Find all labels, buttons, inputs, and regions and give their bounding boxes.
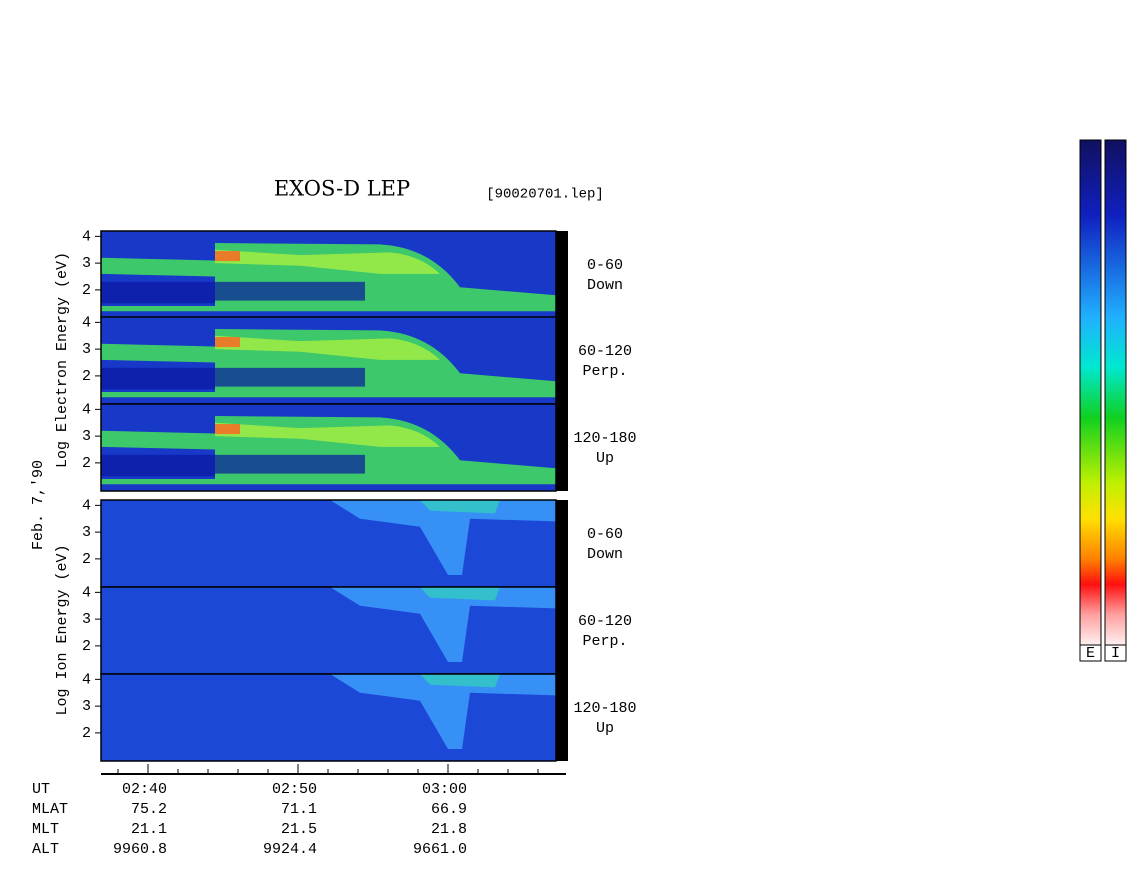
panel-frame xyxy=(100,673,557,762)
y-tick-label: 2 xyxy=(82,638,91,655)
spectrogram xyxy=(215,337,240,348)
spectrogram xyxy=(330,674,556,749)
ephemeris-value: 21.5 xyxy=(281,821,317,838)
spectrogram xyxy=(215,281,365,301)
spectrogram xyxy=(420,587,500,601)
pitch-angle-label: 120-180 xyxy=(573,700,636,717)
ephemeris-name: MLT xyxy=(32,821,59,838)
y-tick-label: 2 xyxy=(82,725,91,742)
spectrogram xyxy=(330,500,556,575)
colorbar xyxy=(1104,139,1127,646)
spectrogram xyxy=(101,416,556,485)
spectrogram xyxy=(330,587,556,662)
date-label: Feb. 7,'90 xyxy=(30,460,47,550)
ephemeris-value: 9924.4 xyxy=(263,841,317,858)
direction-label: Up xyxy=(596,450,614,467)
ephemeris-value: 9960.8 xyxy=(113,841,167,858)
panel-frame xyxy=(100,403,557,492)
y-label: Log Electron Energy (eV) xyxy=(54,252,71,468)
y-tick-label: 4 xyxy=(82,584,91,601)
spectrogram xyxy=(101,243,556,312)
y-tick-label: 3 xyxy=(82,524,91,541)
direction-label: Down xyxy=(587,277,623,294)
ephemeris-value: 21.1 xyxy=(131,821,167,838)
y-tick-label: 4 xyxy=(82,314,91,331)
spectrogram xyxy=(420,674,500,688)
spectrogram-edge xyxy=(556,404,568,491)
spectrogram-edge xyxy=(556,317,568,404)
ephemeris-value: 71.1 xyxy=(281,801,317,818)
spectrogram xyxy=(215,454,365,474)
x-tick-label: 02:40 xyxy=(122,781,167,798)
spectrogram xyxy=(215,335,440,360)
spectrogram-edge xyxy=(556,674,568,761)
y-tick-label: 3 xyxy=(82,698,91,715)
spectrogram xyxy=(101,281,215,304)
spectrogram-edge xyxy=(556,587,568,674)
spectrogram xyxy=(101,454,215,477)
file-label: [90020701.lep] xyxy=(486,187,604,203)
pitch-angle-label: 120-180 xyxy=(573,430,636,447)
x-tick-label: 03:00 xyxy=(422,781,467,798)
pitch-angle-label: 0-60 xyxy=(587,257,623,274)
y-tick-label: 4 xyxy=(82,401,91,418)
y-label: Log Ion Energy (eV) xyxy=(54,544,71,715)
y-tick-label: 4 xyxy=(82,497,91,514)
ephemeris-name: ALT xyxy=(32,841,59,858)
y-tick-label: 3 xyxy=(82,428,91,445)
y-tick-label: 2 xyxy=(82,282,91,299)
ephemeris-value: 66.9 xyxy=(431,801,467,818)
direction-label: Down xyxy=(587,546,623,563)
direction-label: Perp. xyxy=(582,363,627,380)
ephemeris-value: 21.8 xyxy=(431,821,467,838)
colorbar-label-box xyxy=(1104,644,1127,662)
y-tick-label: 2 xyxy=(82,551,91,568)
spectrogram xyxy=(215,367,365,387)
direction-label: Up xyxy=(596,720,614,737)
spectrogram xyxy=(215,422,440,447)
ephemeris-value: 9661.0 xyxy=(413,841,467,858)
title: EXOS-D LEP xyxy=(274,177,410,201)
colorbar-label: I xyxy=(1111,645,1120,662)
spectrogram xyxy=(420,500,500,514)
y-tick-label: 4 xyxy=(82,671,91,688)
ephemeris-name: MLAT xyxy=(32,801,68,818)
x-tick-label: 02:50 xyxy=(272,781,317,798)
spectrogram xyxy=(215,424,240,435)
y-tick-label: 3 xyxy=(82,255,91,272)
direction-label: Perp. xyxy=(582,633,627,650)
y-tick-label: 3 xyxy=(82,611,91,628)
spectrogram xyxy=(101,367,215,390)
y-tick-label: 3 xyxy=(82,341,91,358)
spectrogram-edge xyxy=(556,231,568,318)
spectrogram xyxy=(215,249,440,274)
spectrogram xyxy=(215,251,240,262)
pitch-angle-label: 60-120 xyxy=(578,613,632,630)
ephemeris-name: UT xyxy=(32,781,50,798)
ephemeris-value: 75.2 xyxy=(131,801,167,818)
spectrogram-edge xyxy=(556,500,568,587)
colorbar xyxy=(1079,139,1102,646)
pitch-angle-label: 60-120 xyxy=(578,343,632,360)
y-tick-label: 2 xyxy=(82,368,91,385)
colorbar-label: E xyxy=(1086,645,1095,662)
y-tick-label: 2 xyxy=(82,455,91,472)
y-tick-label: 4 xyxy=(82,228,91,245)
spectrogram xyxy=(101,329,556,398)
colorbar-label-box xyxy=(1079,644,1102,662)
pitch-angle-label: 0-60 xyxy=(587,526,623,543)
